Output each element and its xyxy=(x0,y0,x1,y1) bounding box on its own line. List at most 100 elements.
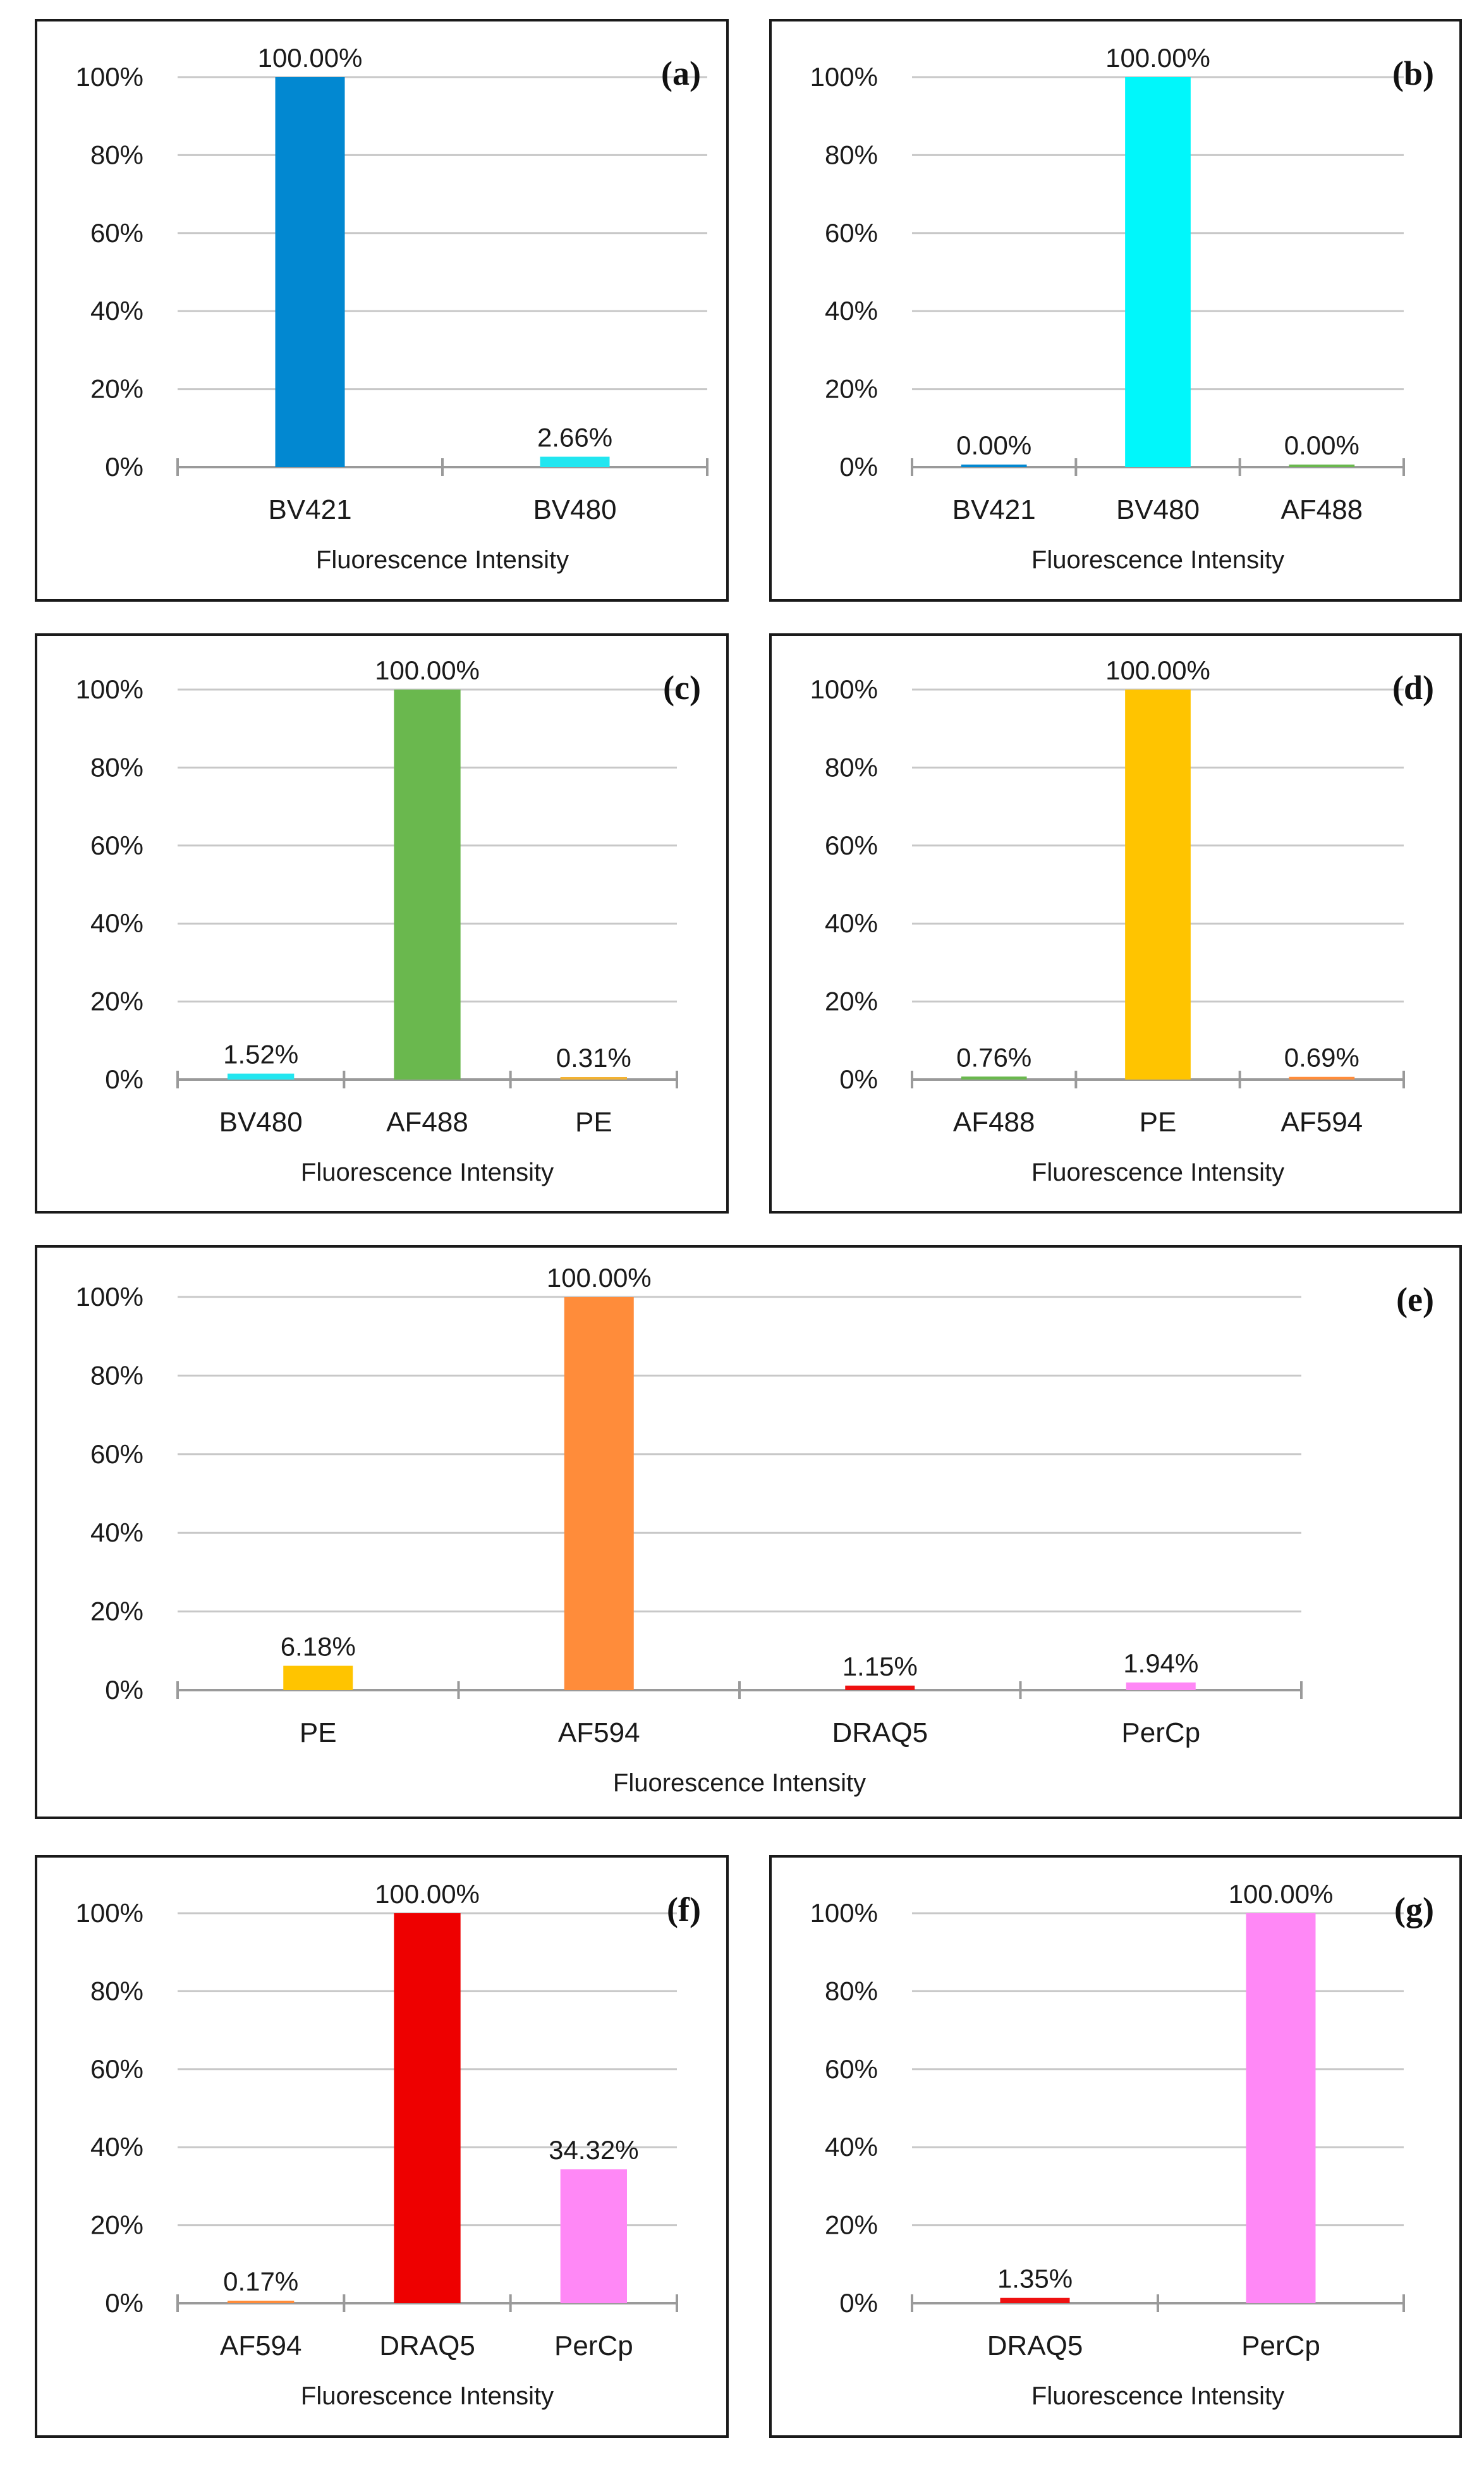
panel-label: (d) xyxy=(1392,669,1434,707)
x-axis-title: Fluorescence Intensity xyxy=(1031,2382,1284,2410)
y-tick-label: 20% xyxy=(825,987,878,1016)
bar-draq5 xyxy=(845,1685,915,1690)
y-tick-label: 40% xyxy=(825,908,878,938)
y-tick-label: 0% xyxy=(105,1064,143,1094)
x-tick-label: AF594 xyxy=(558,1717,640,1748)
y-tick-label: 20% xyxy=(90,1597,143,1626)
x-tick-label: BV480 xyxy=(1116,494,1200,525)
x-tick-label: AF488 xyxy=(386,1107,468,1138)
y-tick-label: 0% xyxy=(839,1064,878,1094)
data-label: 100.00% xyxy=(1229,1879,1334,1909)
data-label: 0.00% xyxy=(956,430,1031,460)
x-tick-label: PE xyxy=(1140,1107,1177,1138)
data-label: 100.00% xyxy=(1105,43,1210,73)
x-tick-label: BV421 xyxy=(952,494,1036,525)
y-tick-label: 0% xyxy=(839,2288,878,2318)
y-tick-label: 60% xyxy=(90,1439,143,1469)
chart-panel-f: 0% 20% 40% 60% 80% 100% 0.17% AF594 100.00% DRAQ5… xyxy=(35,1855,729,2438)
x-tick-label: DRAQ5 xyxy=(987,2330,1083,2361)
bar-af488 xyxy=(1289,465,1355,467)
data-label: 1.94% xyxy=(1123,1648,1198,1678)
bar-percp xyxy=(1126,1682,1196,1690)
y-tick-label: 80% xyxy=(825,1976,878,2005)
x-tick-label: PE xyxy=(575,1107,612,1138)
chart-panel-c: 0% 20% 40% 60% 80% 100% 1.52% BV480 100.00% AF488… xyxy=(35,633,729,1214)
x-tick-label: PerCp xyxy=(1121,1717,1200,1748)
x-axis-title: Fluorescence Intensity xyxy=(1031,1159,1284,1186)
y-tick-label: 0% xyxy=(105,1675,143,1705)
chart-svg-d: 0% 20% 40% 60% 80% 100% 0.76% AF488 100.00% PE 0.6… xyxy=(810,655,1434,1186)
bar-bv421 xyxy=(961,465,1027,467)
panel-label: (g) xyxy=(1394,1890,1434,1928)
data-label: 100.00% xyxy=(375,1879,480,1909)
chart-panel-e: 0% 20% 40% 60% 80% 100% 6.18% PE 100.00% AF594 1.1… xyxy=(35,1245,1462,1819)
bar-af488 xyxy=(961,1076,1027,1080)
y-tick-label: 20% xyxy=(90,2210,143,2240)
y-tick-label: 100% xyxy=(76,1282,143,1312)
x-tick-label: BV480 xyxy=(533,494,616,525)
y-tick-label: 80% xyxy=(90,1976,143,2005)
data-label: 0.17% xyxy=(223,2267,298,2296)
data-label: 1.15% xyxy=(842,1652,918,1681)
y-tick-label: 20% xyxy=(90,374,143,404)
bar-percp xyxy=(560,2169,627,2303)
y-tick-label: 40% xyxy=(90,908,143,938)
bar-percp xyxy=(1246,1913,1316,2303)
y-tick-label: 100% xyxy=(810,674,878,704)
x-axis-title: Fluorescence Intensity xyxy=(301,1159,554,1186)
x-tick-label: AF594 xyxy=(1281,1107,1363,1138)
y-tick-label: 100% xyxy=(810,1898,878,1928)
bar-draq5 xyxy=(394,1913,461,2303)
y-tick-label: 100% xyxy=(76,674,143,704)
y-tick-label: 20% xyxy=(825,2210,878,2240)
x-tick-label: PerCp xyxy=(554,2330,633,2361)
data-label: 100.00% xyxy=(547,1263,652,1293)
y-tick-label: 0% xyxy=(105,452,143,482)
y-tick-label: 60% xyxy=(90,831,143,860)
bar-bv480 xyxy=(1125,77,1191,467)
chart-panel-b: 0% 20% 40% 60% 80% 100% 0.00% BV421 100.00% BV480… xyxy=(769,19,1462,602)
x-tick-label: AF488 xyxy=(1281,494,1363,525)
y-tick-label: 40% xyxy=(825,296,878,326)
data-label: 100.00% xyxy=(1105,655,1210,685)
data-label: 34.32% xyxy=(549,2135,638,2165)
bar-pe xyxy=(1125,690,1191,1080)
panel-label: (a) xyxy=(661,54,701,92)
y-tick-label: 20% xyxy=(90,987,143,1016)
bar-af488 xyxy=(394,690,461,1080)
y-tick-label: 0% xyxy=(839,452,878,482)
data-label: 0.76% xyxy=(956,1042,1031,1072)
data-label: 0.31% xyxy=(556,1043,631,1073)
x-axis-title: Fluorescence Intensity xyxy=(301,2382,554,2410)
x-axis-title: Fluorescence Intensity xyxy=(613,1769,866,1797)
x-axis-title: Fluorescence Intensity xyxy=(316,546,569,574)
data-label: 0.00% xyxy=(1284,430,1359,460)
y-tick-label: 60% xyxy=(90,218,143,248)
y-tick-label: 60% xyxy=(825,2054,878,2084)
bar-pe xyxy=(283,1665,353,1690)
x-tick-label: DRAQ5 xyxy=(379,2330,475,2361)
y-tick-label: 20% xyxy=(825,374,878,404)
y-tick-label: 80% xyxy=(90,752,143,782)
x-tick-label: DRAQ5 xyxy=(832,1717,928,1748)
bar-af594 xyxy=(1289,1076,1355,1080)
data-label: 100.00% xyxy=(258,43,363,73)
bar-draq5 xyxy=(1000,2298,1070,2303)
chart-panel-a: 0% 20% 40% 60% 80% 100% 100.00% BV421 2.66% BV480… xyxy=(35,19,729,602)
x-tick-label: PerCp xyxy=(1241,2330,1320,2361)
y-tick-label: 100% xyxy=(76,62,143,92)
y-tick-label: 0% xyxy=(105,2288,143,2318)
panel-label: (b) xyxy=(1392,54,1434,92)
chart-svg-a: 0% 20% 40% 60% 80% 100% 100.00% BV421 2.66% BV480… xyxy=(76,43,709,574)
data-label: 1.35% xyxy=(997,2264,1073,2294)
y-tick-label: 40% xyxy=(90,2132,143,2162)
panel-label: (e) xyxy=(1396,1281,1434,1318)
x-tick-label: AF594 xyxy=(220,2330,302,2361)
x-axis-title: Fluorescence Intensity xyxy=(1031,546,1284,574)
y-tick-label: 40% xyxy=(90,1518,143,1547)
x-tick-label: AF488 xyxy=(953,1107,1035,1138)
data-label: 100.00% xyxy=(375,655,480,685)
y-tick-label: 80% xyxy=(90,140,143,169)
data-label: 2.66% xyxy=(537,423,612,453)
y-tick-label: 100% xyxy=(810,62,878,92)
